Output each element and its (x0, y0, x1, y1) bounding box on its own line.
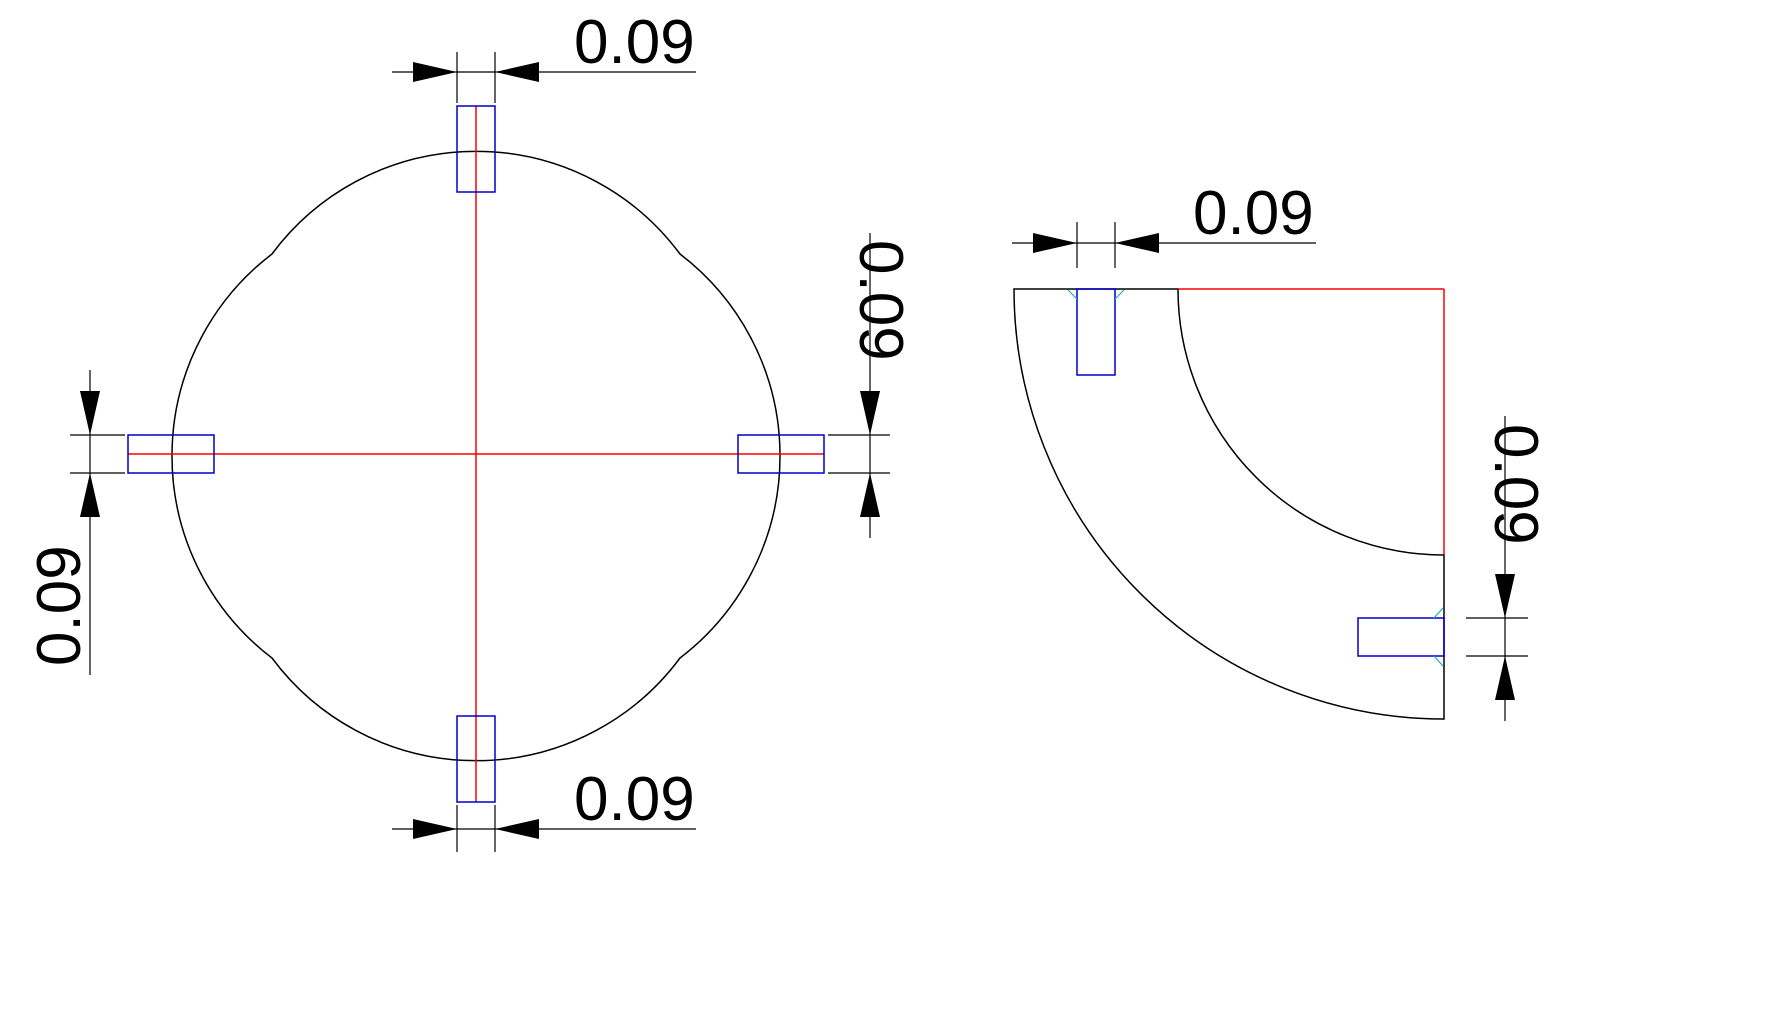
chamfer-mark (1067, 289, 1078, 300)
dimension-top: 0.09 (392, 8, 696, 103)
arrowhead (413, 819, 457, 839)
arrowhead (495, 62, 539, 82)
chamfer-mark (1433, 607, 1444, 619)
chamfer-mark (1433, 655, 1444, 667)
chamfer-mark (1114, 289, 1125, 300)
dimension-label: 0.09 (574, 8, 695, 77)
arrowhead (860, 473, 880, 517)
arrowhead (860, 391, 880, 435)
quarter-outline (1013, 288, 1445, 720)
dimension-top-segment: 0.09 (1012, 179, 1316, 268)
slot-right (737, 434, 825, 474)
arrowhead (495, 819, 539, 839)
dimension-label: 0.09 (846, 240, 915, 361)
arrowhead (1033, 233, 1077, 253)
dimension-left: 0.09 (25, 370, 125, 675)
dimension-right-segment: 0.09 (1466, 416, 1550, 721)
dimension-right: 0.09 (828, 233, 915, 538)
dimension-bottom: 0.09 (392, 765, 696, 852)
front-view: 0.09 0.09 0.09 0.09 (25, 8, 915, 852)
lobed-outline (171, 150, 781, 762)
arrowhead (1495, 574, 1515, 618)
arrowhead (80, 391, 100, 435)
arrowhead (80, 473, 100, 517)
slot-top-segment (1076, 288, 1116, 376)
slot-right-segment (1357, 617, 1445, 657)
arrowhead (1115, 233, 1159, 253)
arrowhead (1495, 656, 1515, 700)
dimension-label: 0.09 (574, 765, 695, 834)
dimension-label: 0.09 (1481, 424, 1550, 545)
dimension-label: 0.09 (25, 545, 94, 666)
slot-top (456, 105, 496, 193)
slot-left (127, 434, 215, 474)
quarter-view: 0.09 0.09 (1012, 179, 1550, 721)
slot-bottom (456, 715, 496, 803)
dimension-label: 0.09 (1193, 179, 1314, 248)
arrowhead (413, 62, 457, 82)
